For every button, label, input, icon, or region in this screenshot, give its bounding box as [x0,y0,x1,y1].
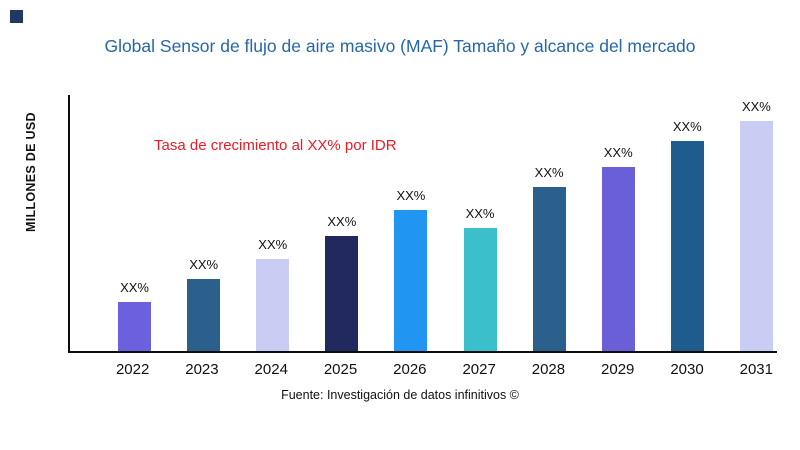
chart-title: Global Sensor de flujo de aire masivo (M… [104,36,696,56]
bar-value-label: XX% [534,165,564,180]
bar-slot: XX% [445,95,514,351]
bar-2023[interactable] [187,279,221,351]
bar-2026[interactable] [394,210,428,351]
bars-container: XX% XX% XX% XX% XX% XX% XX% XX% XX% XX% [100,95,791,351]
x-axis-tick-label: 2028 [531,361,566,378]
bar-slot: XX% [307,95,376,351]
x-axis-tick-label: 2026 [393,361,427,378]
bar-value-label: XX% [189,257,219,272]
source-caption: Fuente: Investigación de datos infinitiv… [281,388,519,402]
plot-area: Tasa de crecimiento al XX% por IDR XX% XX… [68,95,777,353]
x-axis-labels: 2022 2023 2024 2025 2026 2027 2028 2029 2030 2031 [98,361,791,378]
bar-slot: XX% [238,95,307,351]
x-axis-tick-label: 2029 [601,361,635,378]
bar-2028[interactable] [532,187,566,351]
brand-corner-square [10,10,23,23]
bar-value-label: XX% [120,280,149,295]
bar-value-label: XX% [327,214,357,229]
bar-value-label: XX% [396,188,426,203]
bar-2027[interactable] [463,228,497,351]
x-axis-tick-label: 2025 [323,361,358,378]
bar-2030[interactable] [670,141,704,351]
bar-slot: XX% [584,95,653,351]
bar-value-label: XX% [741,99,771,114]
bar-value-label: XX% [603,145,633,160]
bar-2025[interactable] [325,236,359,351]
bar-2029[interactable] [601,167,635,351]
bar-slot: XX% [169,95,238,351]
bar-value-label: XX% [258,237,288,252]
bar-slot: XX% [376,95,445,351]
x-axis-tick-label: 2024 [254,361,288,378]
x-axis-tick-label: 2030 [670,361,704,378]
bar-value-label: XX% [672,119,702,134]
bar-2024[interactable] [256,259,290,351]
bar-slot: XX% [653,95,722,351]
y-axis-label: MILLONES DE USD [24,112,38,232]
x-axis-tick-label: 2022 [115,361,150,378]
growth-rate-annotation: Tasa de crecimiento al XX% por IDR [154,137,397,154]
x-axis-tick-label: 2027 [462,361,496,378]
bar-slot: XX% [722,95,791,351]
bar-2022[interactable] [118,302,152,351]
bar-slot: XX% [100,95,169,351]
x-axis-tick-label: 2023 [185,361,219,378]
bar-2031[interactable] [739,121,773,351]
x-axis-tick-label: 2031 [739,361,773,378]
bar-value-label: XX% [465,206,495,221]
bar-slot: XX% [515,95,584,351]
